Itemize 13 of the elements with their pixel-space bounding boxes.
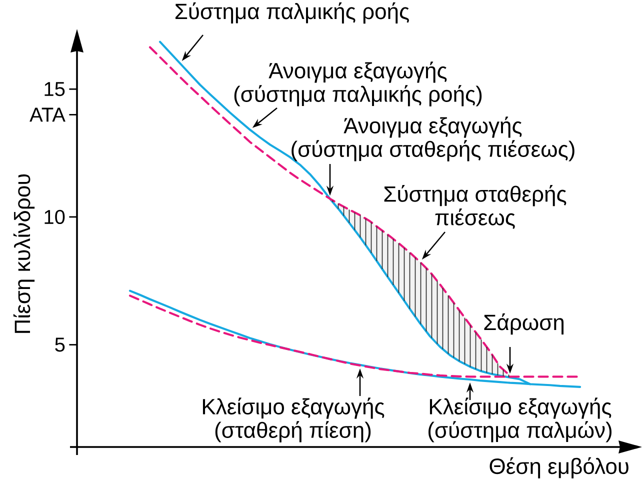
annotation: Άνοιγμα εξαγωγής (σύστημα παλμικής ροής) — [234, 62, 482, 106]
y-tick-label: 5 — [55, 338, 65, 352]
annotation: Κλείσιμο εξαγωγής (σταθερή πίεση) — [202, 398, 384, 442]
annotation: Κλείσιμο εξαγωγής (σύστημα παλμών) — [428, 398, 612, 442]
annotation: Άνοιγμα εξαγωγής (σύστημα σταθερής πιέσεως) — [292, 116, 574, 162]
y-tick-label: 10 — [44, 210, 65, 224]
series-label: Σύστημα παλμικής ροής — [176, 2, 409, 24]
y-tick-label: ATA — [30, 108, 66, 122]
x-axis-title: Θέση εμβόλου — [490, 457, 628, 478]
series-label: Σύστημα σταθερής πιέσεως — [384, 185, 566, 229]
y-tick-label: 15 — [44, 82, 65, 96]
y-axis-title: Πίεση κυλίνδρου — [13, 174, 35, 333]
annotation: Σάρωση — [484, 313, 564, 335]
